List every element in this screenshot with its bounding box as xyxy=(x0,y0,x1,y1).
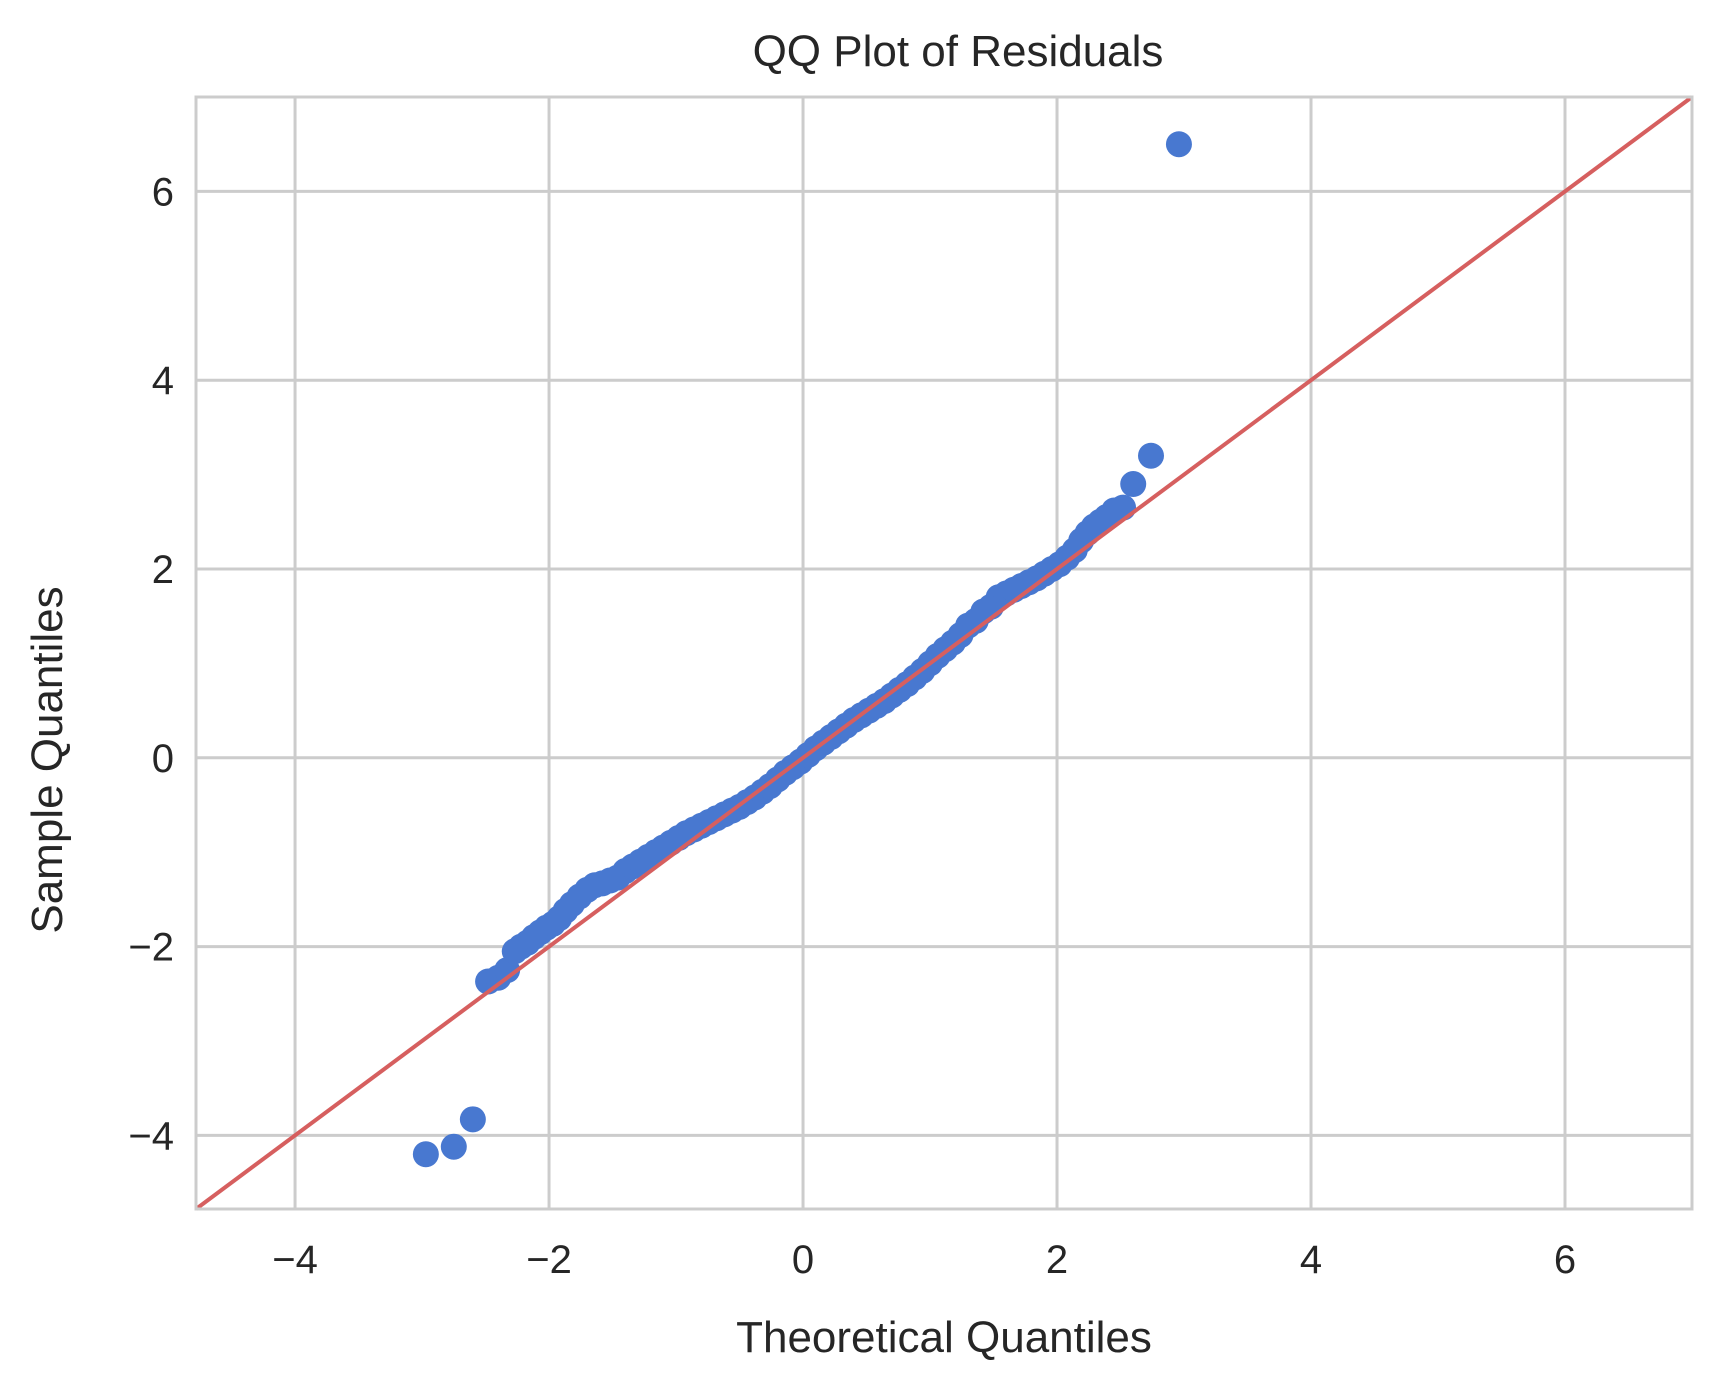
x-tick-label: −2 xyxy=(526,1238,572,1282)
y-tick-label: −4 xyxy=(128,1114,174,1158)
y-tick-label: 6 xyxy=(152,170,174,214)
plot-frame xyxy=(194,95,1694,1211)
x-tick-label: −4 xyxy=(272,1238,318,1282)
x-tick-label: 2 xyxy=(1046,1238,1068,1282)
y-tick-label: 0 xyxy=(152,737,174,781)
y-axis-ticks: −4 −2 0 2 4 6 xyxy=(128,170,174,1158)
x-tick-label: 4 xyxy=(1300,1238,1322,1282)
qq-point xyxy=(1165,131,1192,158)
y-tick-label: 2 xyxy=(152,548,174,592)
x-axis-ticks: −4 −2 0 2 4 6 xyxy=(272,1238,1576,1282)
qq-point xyxy=(459,1106,486,1133)
y-tick-label: 4 xyxy=(152,359,174,403)
x-tick-label: 0 xyxy=(792,1238,814,1282)
qq-point xyxy=(1120,471,1147,498)
qq-point xyxy=(412,1141,439,1168)
y-tick-label: −2 xyxy=(128,926,174,970)
qq-point xyxy=(1110,494,1137,521)
reference-line xyxy=(194,95,1694,1211)
x-axis-label: Theoretical Quantiles xyxy=(736,1313,1152,1362)
y-axis-label: Sample Quantiles xyxy=(23,586,72,933)
qq-point xyxy=(1138,442,1165,469)
x-tick-label: 6 xyxy=(1554,1238,1576,1282)
chart-title: QQ Plot of Residuals xyxy=(753,27,1164,76)
plot-area xyxy=(194,95,1694,1211)
qq-point xyxy=(440,1133,467,1160)
grid-lines xyxy=(196,97,1692,1209)
